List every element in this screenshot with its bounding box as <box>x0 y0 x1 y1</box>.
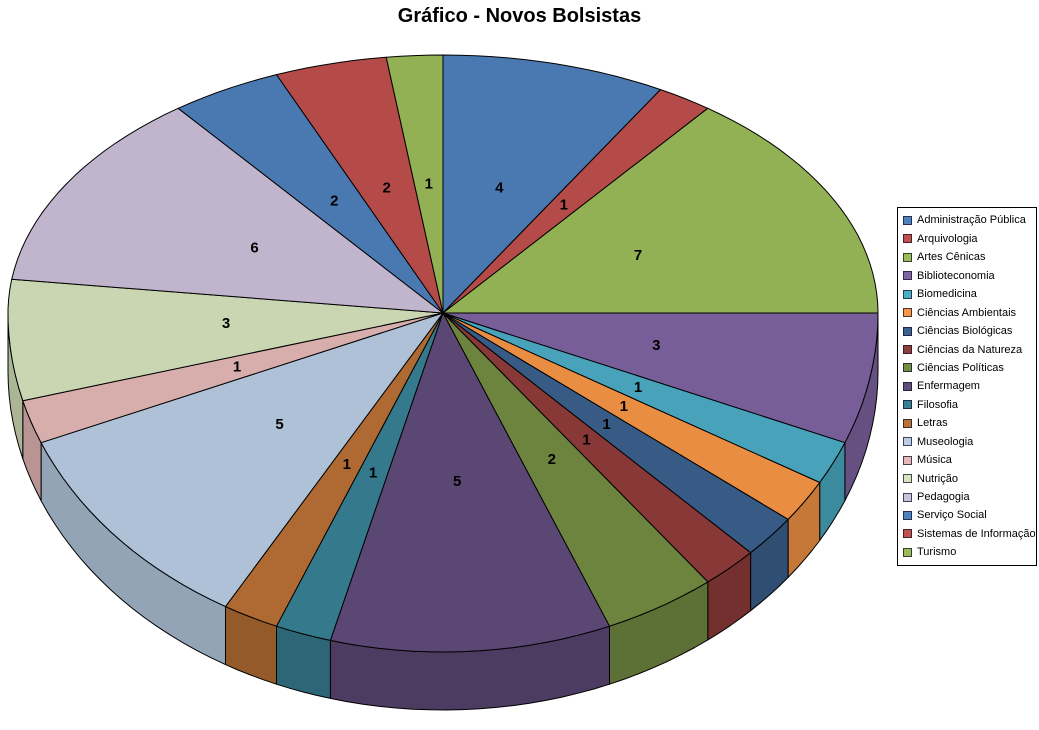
legend-label: Biblioteconomia <box>917 269 995 282</box>
legend-label: Pedagogia <box>917 491 970 503</box>
legend-item: Enfermagem <box>903 377 1036 395</box>
legend-item: Sistemas de Informação <box>903 525 1036 543</box>
legend-swatch <box>903 234 912 244</box>
legend-label: Ciências Políticas <box>917 361 1004 374</box>
slice-value-label: 1 <box>582 431 590 448</box>
slice-value-label: 3 <box>652 337 660 354</box>
slice-value-label: 1 <box>560 197 568 214</box>
legend-label: Ciências Ambientais <box>917 306 1017 319</box>
legend-item: Biomedicina <box>903 285 1036 303</box>
slice-value-label: 5 <box>275 416 283 433</box>
slice-value-label: 1 <box>369 464 377 481</box>
slice-value-label: 7 <box>634 247 642 264</box>
pie-slice-face <box>442 54 661 314</box>
legend-item: Biblioteconomia <box>903 267 1036 285</box>
slice-value-label: 1 <box>343 456 351 473</box>
legend-swatch <box>903 510 912 520</box>
legend-label: Letras <box>917 417 948 430</box>
pie-slice-face <box>329 312 610 653</box>
pie-slice-face <box>11 107 444 314</box>
legend-swatch <box>903 363 912 373</box>
pie-slice-face <box>40 312 444 608</box>
pie-slice-face <box>442 107 879 314</box>
legend-label: Ciências da Natureza <box>917 343 1023 356</box>
legend-item: Museologia <box>903 433 1036 451</box>
legend-label: Arquivologia <box>917 232 978 245</box>
legend-item: Ciências Biológicas <box>903 322 1036 340</box>
legend-swatch <box>903 547 912 557</box>
slice-value-label: 2 <box>330 192 338 209</box>
legend-item: Arquivologia <box>903 230 1036 248</box>
legend-label: Música <box>917 454 952 467</box>
legend-label: Sistemas de Informação <box>917 527 1036 540</box>
legend-item: Serviço Social <box>903 506 1036 524</box>
legend-item: Ciências Ambientais <box>903 304 1036 322</box>
legend-item: Ciências Políticas <box>903 359 1036 377</box>
legend-item: Pedagogia <box>903 488 1036 506</box>
legend-item: Artes Cênicas <box>903 248 1036 266</box>
legend-label: Ciências Biológicas <box>917 325 1013 338</box>
legend-swatch <box>903 492 912 502</box>
pie-slice-face <box>276 56 444 314</box>
legend-item: Turismo <box>903 543 1036 561</box>
slice-value-label: 1 <box>634 379 642 396</box>
legend-item: Ciências da Natureza <box>903 341 1036 359</box>
slice-value-label: 3 <box>222 315 230 332</box>
slice-value-label: 1 <box>620 398 628 415</box>
legend-swatch <box>903 474 912 484</box>
legend-label: Filosofia <box>917 398 958 411</box>
legend: Administração Pública Arquivologia Artes C… <box>897 207 1037 566</box>
slice-value-label: 1 <box>233 358 241 375</box>
legend-item: Filosofia <box>903 396 1036 414</box>
legend-swatch <box>903 345 912 354</box>
legend-swatch <box>903 400 912 410</box>
legend-item: Música <box>903 451 1036 469</box>
legend-swatch <box>903 437 912 447</box>
slice-value-label: 1 <box>602 416 610 433</box>
slice-value-label: 5 <box>453 473 461 490</box>
legend-label: Turismo <box>917 546 957 559</box>
pie-slice-face <box>385 54 444 314</box>
legend-swatch <box>903 215 912 225</box>
chart-title: Gráfico - Novos Bolsistas <box>397 5 642 27</box>
legend-swatch <box>903 326 912 336</box>
pie-slice-face <box>7 278 444 402</box>
legend-item: Administração Pública <box>903 211 1036 229</box>
legend-label: Administração Pública <box>917 214 1026 227</box>
legend-label: Artes Cênicas <box>917 251 986 264</box>
pie-slice-face <box>177 74 444 314</box>
slice-value-label: 4 <box>495 179 504 196</box>
legend-item: Nutrição <box>903 470 1036 488</box>
slice-value-label: 6 <box>250 239 258 256</box>
legend-swatch <box>903 529 912 539</box>
legend-label: Serviço Social <box>917 509 987 522</box>
slice-value-label: 2 <box>383 179 391 196</box>
pie-slice-face <box>442 312 709 627</box>
legend-label: Biomedicina <box>917 288 977 301</box>
legend-swatch <box>903 455 912 465</box>
pie-slice-face <box>442 312 879 444</box>
legend-swatch <box>903 308 912 318</box>
legend-label: Enfermagem <box>917 380 980 393</box>
legend-swatch <box>903 418 912 428</box>
legend-label: Museologia <box>917 435 974 448</box>
legend-swatch <box>903 271 912 281</box>
slice-value-label: 1 <box>425 175 433 192</box>
legend-swatch <box>903 381 912 391</box>
legend-item: Letras <box>903 414 1036 432</box>
legend-swatch <box>903 252 912 262</box>
legend-swatch <box>903 289 912 299</box>
slice-value-label: 2 <box>548 451 556 468</box>
legend-label: Nutrição <box>917 472 958 485</box>
